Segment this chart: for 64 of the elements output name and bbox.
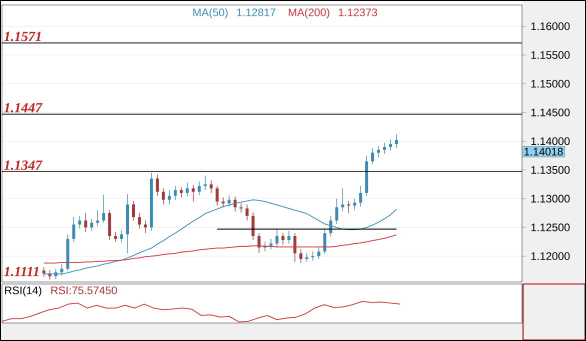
candlestick xyxy=(174,186,177,200)
candlestick xyxy=(210,180,213,194)
candlestick xyxy=(252,212,255,240)
candlestick xyxy=(341,188,344,212)
y-tick-label: 1.14000 xyxy=(531,137,570,146)
candlestick xyxy=(102,194,106,224)
candlestick xyxy=(192,184,195,202)
candlestick xyxy=(293,232,296,262)
candlestick xyxy=(222,197,225,208)
candlestick xyxy=(180,186,183,198)
candlestick xyxy=(335,198,338,224)
ref-line-label: 1.1347 xyxy=(4,160,43,170)
candlestick xyxy=(281,232,284,245)
candlestick xyxy=(186,182,189,197)
chart-title: RSI(14) xyxy=(5,286,42,296)
ref-line-label: 1.1447 xyxy=(4,103,43,112)
candlestick xyxy=(389,139,392,151)
candlestick xyxy=(317,247,320,260)
candlestick xyxy=(156,174,159,196)
y-tick-label: 1.13000 xyxy=(531,194,570,203)
candlestick xyxy=(168,190,171,205)
candlestick xyxy=(383,142,386,154)
y-tick-label: 1.16000 xyxy=(531,22,570,30)
candlestick xyxy=(144,220,147,234)
candlestick xyxy=(258,232,261,254)
y-tick-label: 1.13500 xyxy=(531,166,570,174)
candlestick xyxy=(299,248,302,264)
candlestick xyxy=(371,148,374,165)
ref-line-label: 1.1571 xyxy=(4,32,41,42)
candlestick xyxy=(42,266,46,278)
candlestick xyxy=(359,186,362,208)
candlestick xyxy=(108,210,112,240)
candlestick xyxy=(311,251,314,262)
candlestick xyxy=(90,218,94,232)
text: RSI:75.57450 xyxy=(51,286,117,294)
candlestick xyxy=(138,212,141,229)
candlestick xyxy=(198,181,201,196)
candlestick xyxy=(353,198,356,211)
y-tick-label: 1.14500 xyxy=(531,108,570,116)
candlestick xyxy=(287,230,290,244)
candlestick xyxy=(323,228,326,254)
text: MA(50) xyxy=(193,8,228,18)
candlestick xyxy=(120,230,124,243)
candlestick xyxy=(132,200,135,221)
candlestick xyxy=(216,186,219,206)
candlestick xyxy=(275,228,278,248)
candlestick xyxy=(72,216,76,242)
candlestick xyxy=(246,204,249,221)
candlestick xyxy=(84,212,88,232)
y-tick-label: 1.15000 xyxy=(531,80,570,88)
annotation: 1.12817 xyxy=(237,8,276,16)
y-tick-label: 1.12000 xyxy=(531,252,570,260)
candlestick xyxy=(96,210,100,227)
candlestick xyxy=(114,232,118,242)
candlestick xyxy=(269,238,272,250)
text: 1.14018 xyxy=(524,148,563,156)
y-tick-label: 1.12500 xyxy=(531,224,570,232)
candlestick xyxy=(162,188,165,205)
candlestick xyxy=(394,134,398,148)
candlestick xyxy=(78,216,82,229)
annotation: 1.12373 xyxy=(338,8,378,16)
text: MA(200) xyxy=(288,8,330,18)
y-tick-label: 1.15500 xyxy=(531,51,570,59)
text: 1.1111 xyxy=(4,266,38,276)
